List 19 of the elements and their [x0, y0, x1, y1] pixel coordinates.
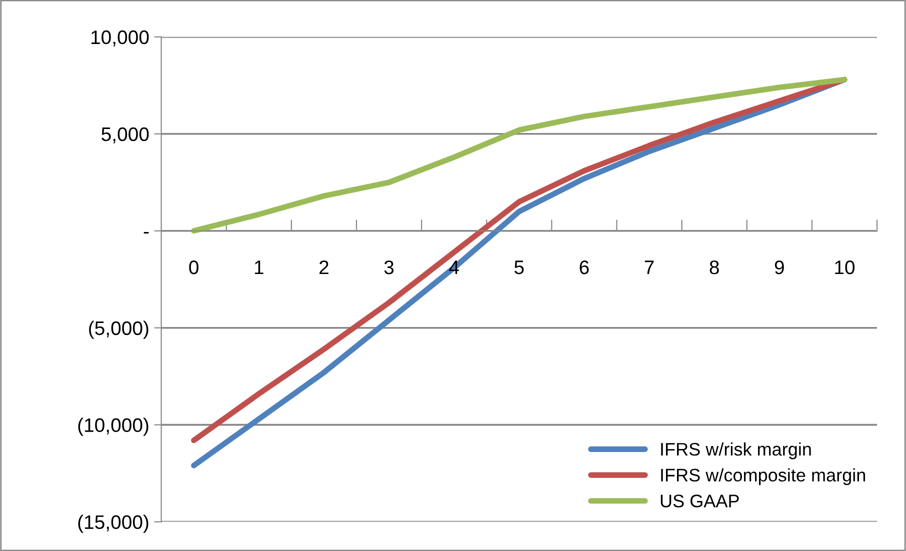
- x-tick-label: 5: [514, 260, 524, 274]
- legend-label: IFRS w/composite margin: [661, 468, 866, 486]
- x-tick-label: 6: [580, 260, 589, 274]
- x-tick-label: 9: [774, 260, 784, 274]
- y-tick-label: (15,000): [78, 514, 148, 533]
- y-tick-label: (5,000): [89, 320, 148, 339]
- x-tick-label: 7: [644, 260, 654, 274]
- y-tick-label: 10,000: [91, 30, 149, 46]
- x-tick-label: 10: [835, 260, 855, 274]
- x-tick-label: 1: [254, 260, 264, 274]
- y-tick-label: 5,000: [102, 127, 149, 144]
- x-tick-label: 3: [384, 260, 394, 274]
- x-tick-label: 0: [189, 260, 198, 274]
- x-tick-label: 8: [710, 260, 719, 274]
- y-tick-label: (10,000): [78, 418, 148, 436]
- y-tick-label: -: [144, 232, 149, 234]
- legend-label: IFRS w/risk margin: [661, 442, 811, 460]
- legend-label: US GAAP: [660, 494, 739, 508]
- x-tick-label: 2: [320, 260, 328, 274]
